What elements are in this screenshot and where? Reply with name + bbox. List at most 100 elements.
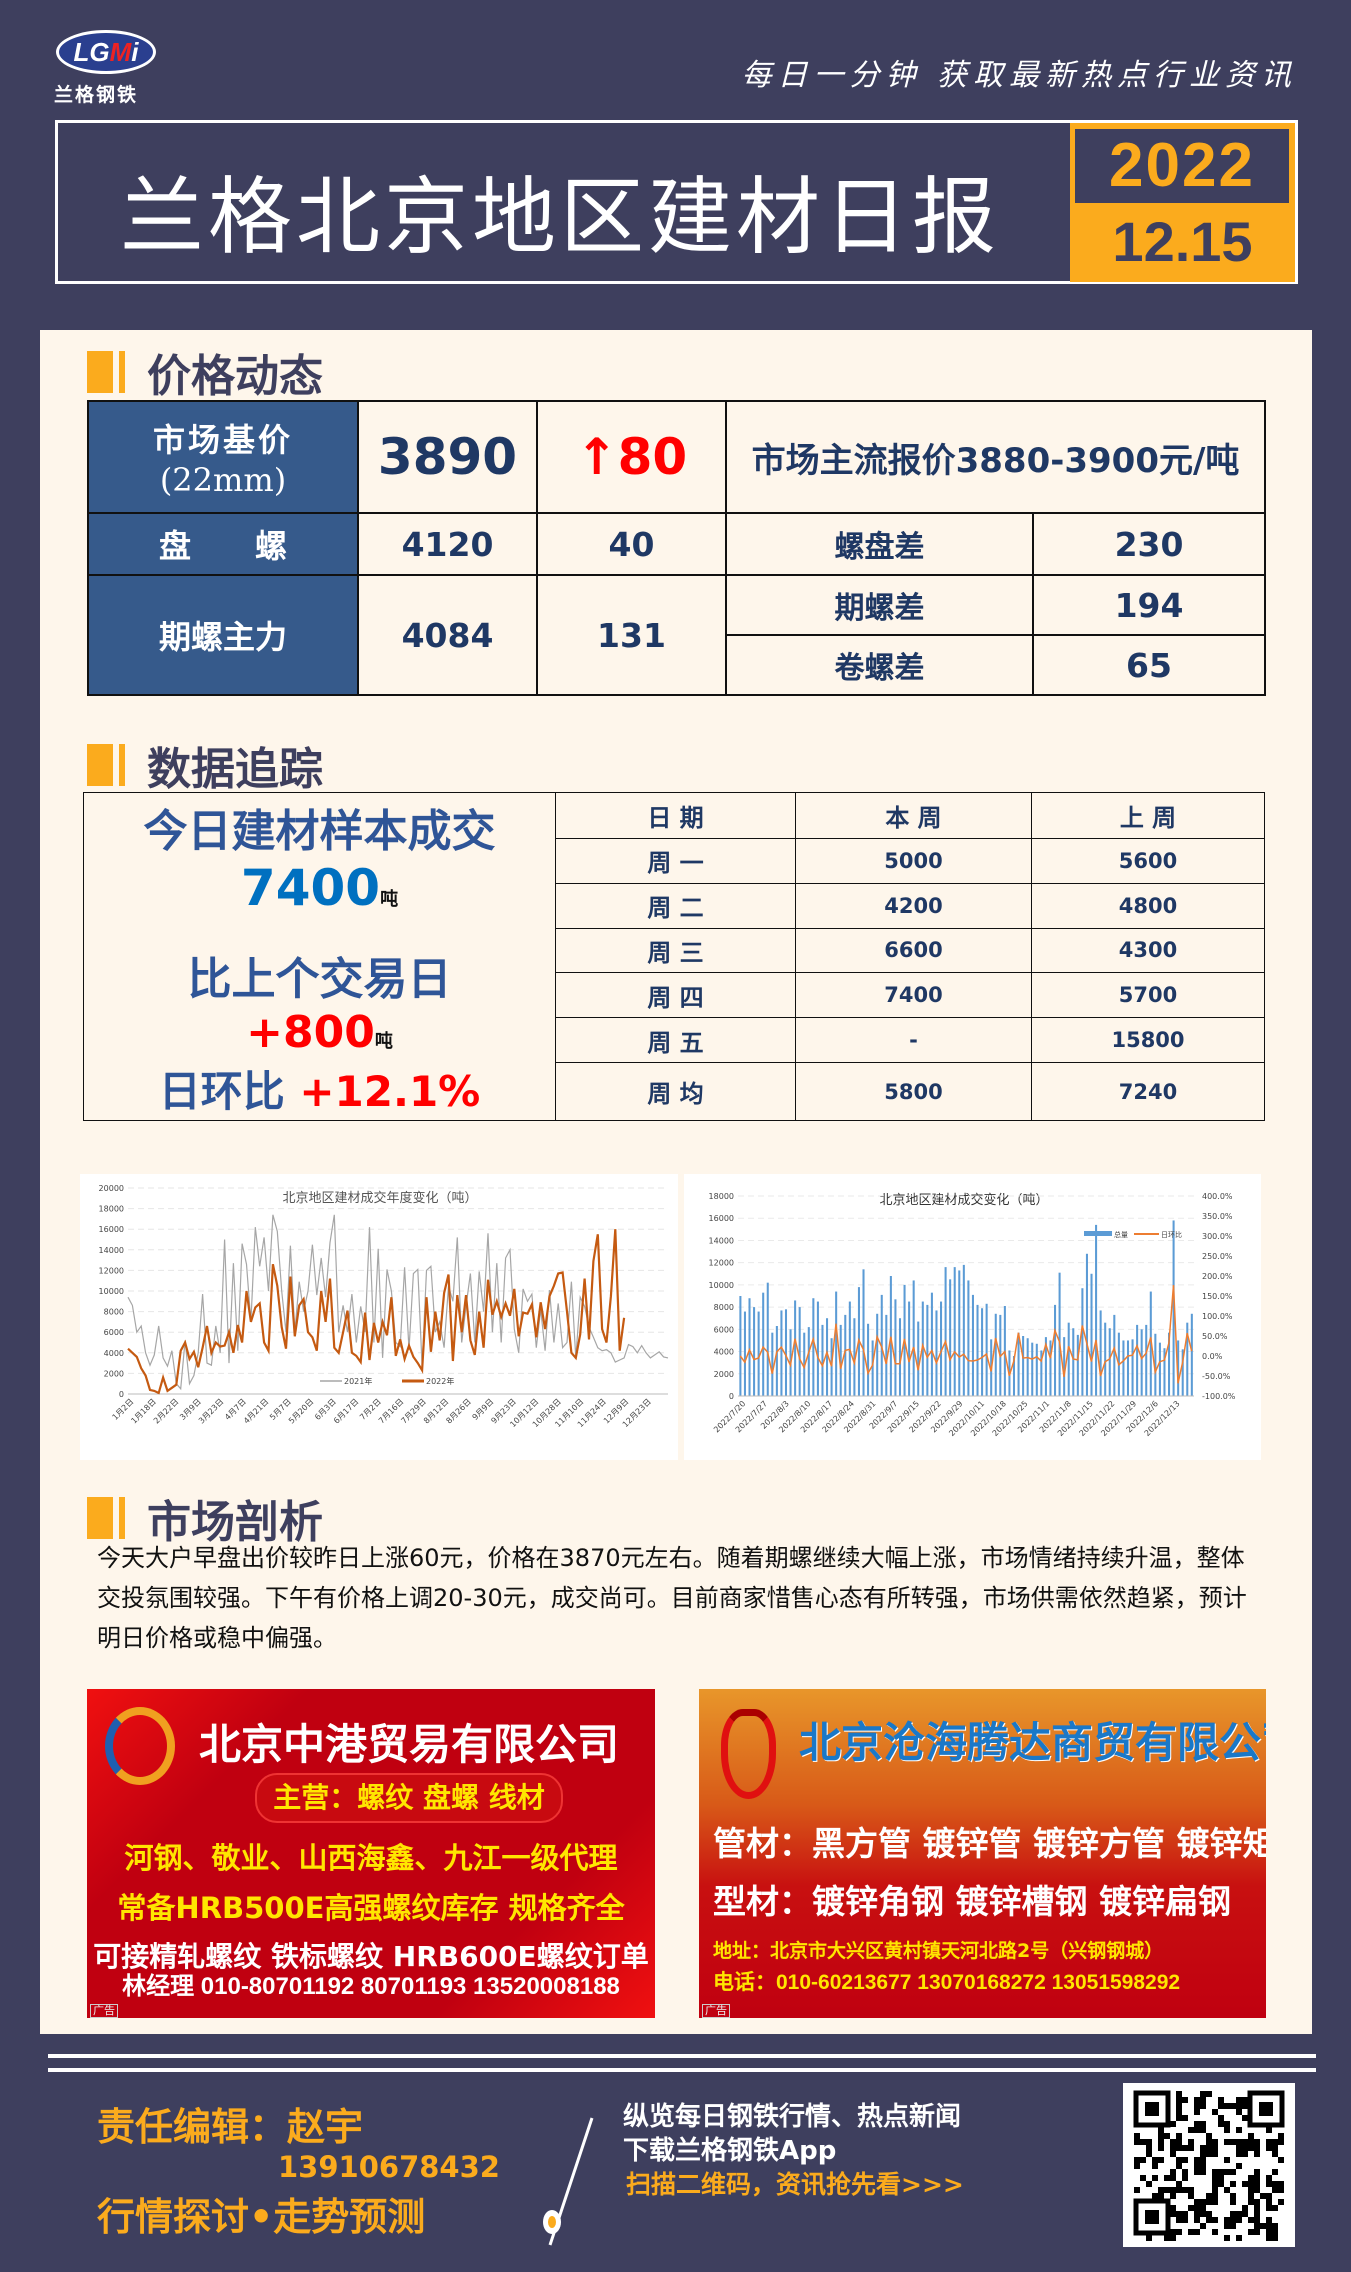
qr-module <box>1200 2103 1206 2109</box>
qr-module <box>1134 2133 1140 2139</box>
qr-module <box>1254 2205 1260 2211</box>
qr-module <box>1182 2187 1188 2193</box>
qr-module <box>1248 2133 1254 2139</box>
qr-module <box>1134 2139 1140 2145</box>
compare-value: +800 <box>246 1006 375 1058</box>
qr-module <box>1152 2163 1158 2169</box>
y-tick-label: 0 <box>729 1392 734 1401</box>
qr-module <box>1266 2127 1272 2133</box>
volume-bar <box>1190 1313 1193 1396</box>
qr-module <box>1140 2175 1146 2181</box>
volume-bar <box>1076 1334 1079 1396</box>
qr-module <box>1206 2193 1212 2199</box>
qr-module <box>1254 2145 1260 2151</box>
ad-line: 型材：镀锌角钢 镀锌槽钢 镀锌扁钢 <box>713 1882 1231 1921</box>
qr-module <box>1152 2193 1158 2199</box>
qr-module <box>1158 2193 1164 2199</box>
qr-module <box>1254 2211 1260 2217</box>
y2-tick-label: 300.0% <box>1202 1232 1233 1241</box>
chart-title: 北京地区建材成交年度变化（吨） <box>282 1190 477 1206</box>
volume-bar <box>1017 1332 1020 1396</box>
ad-address: 地址：北京市大兴区黄村镇天河北路2号（兴钢钢城） <box>713 1940 1164 1962</box>
volume-bar <box>917 1321 920 1396</box>
spread-label: 期螺差 <box>725 574 1034 636</box>
volume-bar <box>1072 1328 1075 1396</box>
volume-bar <box>1140 1329 1143 1396</box>
qr-module <box>1200 2127 1206 2133</box>
volume-bar <box>867 1323 870 1396</box>
qr-module <box>1188 2205 1194 2211</box>
qr-module <box>1218 2175 1224 2181</box>
qr-module <box>1176 2163 1182 2169</box>
qr-module <box>1266 2139 1272 2145</box>
today-summary: 今日建材样本成交 7400吨 比上个交易日 +800吨 日环比 +12.1% <box>83 792 556 1121</box>
volume-bar <box>971 1294 974 1396</box>
last-week-cell: 15800 <box>1031 1017 1265 1063</box>
qr-module <box>1236 2109 1242 2115</box>
qr-module <box>1176 2097 1182 2103</box>
this-week-cell: - <box>795 1017 1032 1063</box>
y-tick-label: 20000 <box>99 1184 124 1193</box>
qr-module <box>1254 2169 1260 2175</box>
qr-code[interactable] <box>1123 2083 1295 2247</box>
qr-module <box>1254 2175 1260 2181</box>
qr-module <box>1206 2217 1212 2223</box>
last-week-cell: 7240 <box>1031 1062 1265 1121</box>
today-volume: 7400 <box>240 858 381 917</box>
ad-banner-canghai[interactable]: 北京沧海腾达商贸有限公司 管材：黑方管 镀锌管 镀锌方管 镀锌矩管 型材：镀锌角… <box>699 1689 1266 2018</box>
volume-bar <box>949 1279 952 1396</box>
y-tick-label: 12000 <box>99 1266 124 1275</box>
y-tick-label: 18000 <box>709 1192 734 1201</box>
volume-bar <box>976 1304 979 1396</box>
qr-module <box>1236 2097 1242 2103</box>
volume-bar <box>871 1340 874 1396</box>
annual-volume-chart-svg: 北京地区建材成交年度变化（吨） 0 2000 4000 6000 8000 10000 120… <box>99 1184 669 1429</box>
ad-banner-zhonggang[interactable]: 北京中港贸易有限公司 主营：螺纹 盘螺 线材 河钢、敬业、山西海鑫、九江一级代理… <box>87 1689 655 2018</box>
qr-module <box>1266 2199 1272 2205</box>
base-price-value: 3890 <box>357 400 538 514</box>
last-week-cell: 4300 <box>1031 927 1265 974</box>
qr-module <box>1188 2193 1194 2199</box>
y2-tick-label: 350.0% <box>1202 1212 1233 1221</box>
qr-module <box>1134 2157 1140 2163</box>
qr-module <box>1272 2151 1278 2157</box>
volume-bar <box>798 1307 801 1396</box>
last-week-cell: 5600 <box>1031 838 1265 884</box>
qr-module <box>1200 2097 1206 2103</box>
qr-module <box>1242 2139 1248 2145</box>
qr-module <box>1254 2223 1260 2229</box>
volume-bar <box>1085 1253 1088 1396</box>
volume-bar <box>1168 1332 1171 1396</box>
qr-module <box>1200 2163 1206 2169</box>
qr-module <box>1278 2199 1284 2205</box>
volume-bar <box>958 1270 961 1396</box>
qr-module <box>1278 2181 1284 2187</box>
qr-module <box>1254 2229 1260 2235</box>
volume-bar <box>1136 1324 1139 1396</box>
volume-bar <box>748 1298 751 1396</box>
qr-module <box>1224 2127 1230 2133</box>
volume-bar <box>1058 1272 1061 1396</box>
qr-module <box>1194 2157 1200 2163</box>
last-week-cell: 5700 <box>1031 972 1265 1019</box>
qr-module <box>1272 2205 1278 2211</box>
qr-module <box>1266 2223 1272 2229</box>
qr-module <box>1176 2217 1182 2223</box>
qr-module <box>1278 2187 1284 2193</box>
table-row: 周 均 5800 7240 <box>84 1062 1265 1121</box>
page-title: 兰格北京地区建材日报 <box>120 168 1001 266</box>
y-tick-label: 4000 <box>104 1349 124 1358</box>
compare-label: 比上个交易日 <box>187 953 452 1005</box>
qr-module <box>1218 2103 1224 2109</box>
legend-label: 总量 <box>1114 1230 1128 1239</box>
qr-module <box>1212 2109 1218 2115</box>
qr-module <box>1194 2127 1200 2133</box>
footer-divider <box>48 2054 1316 2072</box>
volume-bar <box>807 1327 810 1396</box>
qr-module <box>1176 2133 1182 2139</box>
qr-module <box>1212 2169 1218 2175</box>
qr-module <box>1266 2181 1272 2187</box>
qr-module <box>1158 2187 1164 2193</box>
qr-module <box>1224 2157 1230 2163</box>
volume-bar <box>1122 1340 1125 1396</box>
